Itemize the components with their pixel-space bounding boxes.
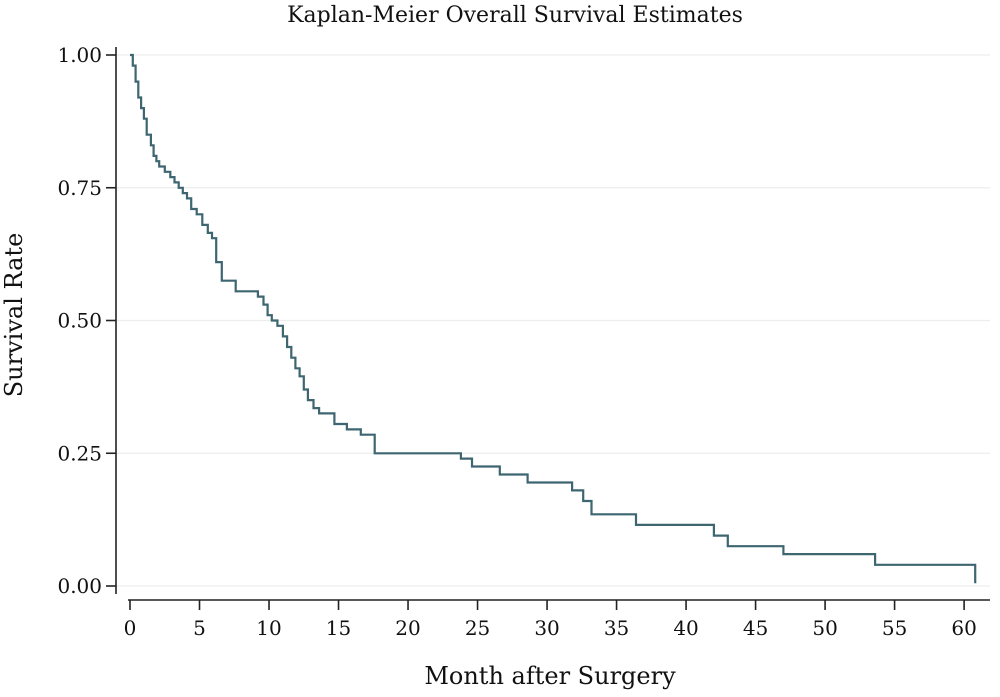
y-tick-label: 0.00 <box>57 574 102 598</box>
x-tick-label: 0 <box>124 616 137 640</box>
y-tick-label: 0.75 <box>57 176 102 200</box>
x-tick-label: 45 <box>743 616 768 640</box>
y-tick-label: 1.00 <box>57 43 102 67</box>
x-ticks: 0 5 10 15 20 25 30 35 40 45 50 55 60 <box>124 600 977 640</box>
x-tick-label: 20 <box>395 616 420 640</box>
y-tick-label: 0.25 <box>57 441 102 465</box>
x-tick-label: 15 <box>326 616 351 640</box>
x-axis-label: Month after Surgery <box>424 662 676 690</box>
x-tick-label: 60 <box>951 616 976 640</box>
x-tick-label: 25 <box>465 616 490 640</box>
x-tick-label: 5 <box>193 616 206 640</box>
axes <box>115 47 990 601</box>
chart-title: Kaplan-Meier Overall Survival Estimates <box>287 3 743 28</box>
survival-curve <box>130 53 977 584</box>
y-ticks: 0.00 0.25 0.50 0.75 1.00 <box>57 43 116 598</box>
x-tick-label: 30 <box>534 616 559 640</box>
x-tick-label: 55 <box>882 616 907 640</box>
x-tick-label: 10 <box>256 616 281 640</box>
x-tick-label: 50 <box>812 616 837 640</box>
y-tick-label: 0.50 <box>57 309 102 333</box>
y-axis-label: Survival Rate <box>0 233 28 398</box>
x-tick-label: 40 <box>673 616 698 640</box>
x-tick-label: 35 <box>604 616 629 640</box>
gridlines <box>116 54 990 587</box>
